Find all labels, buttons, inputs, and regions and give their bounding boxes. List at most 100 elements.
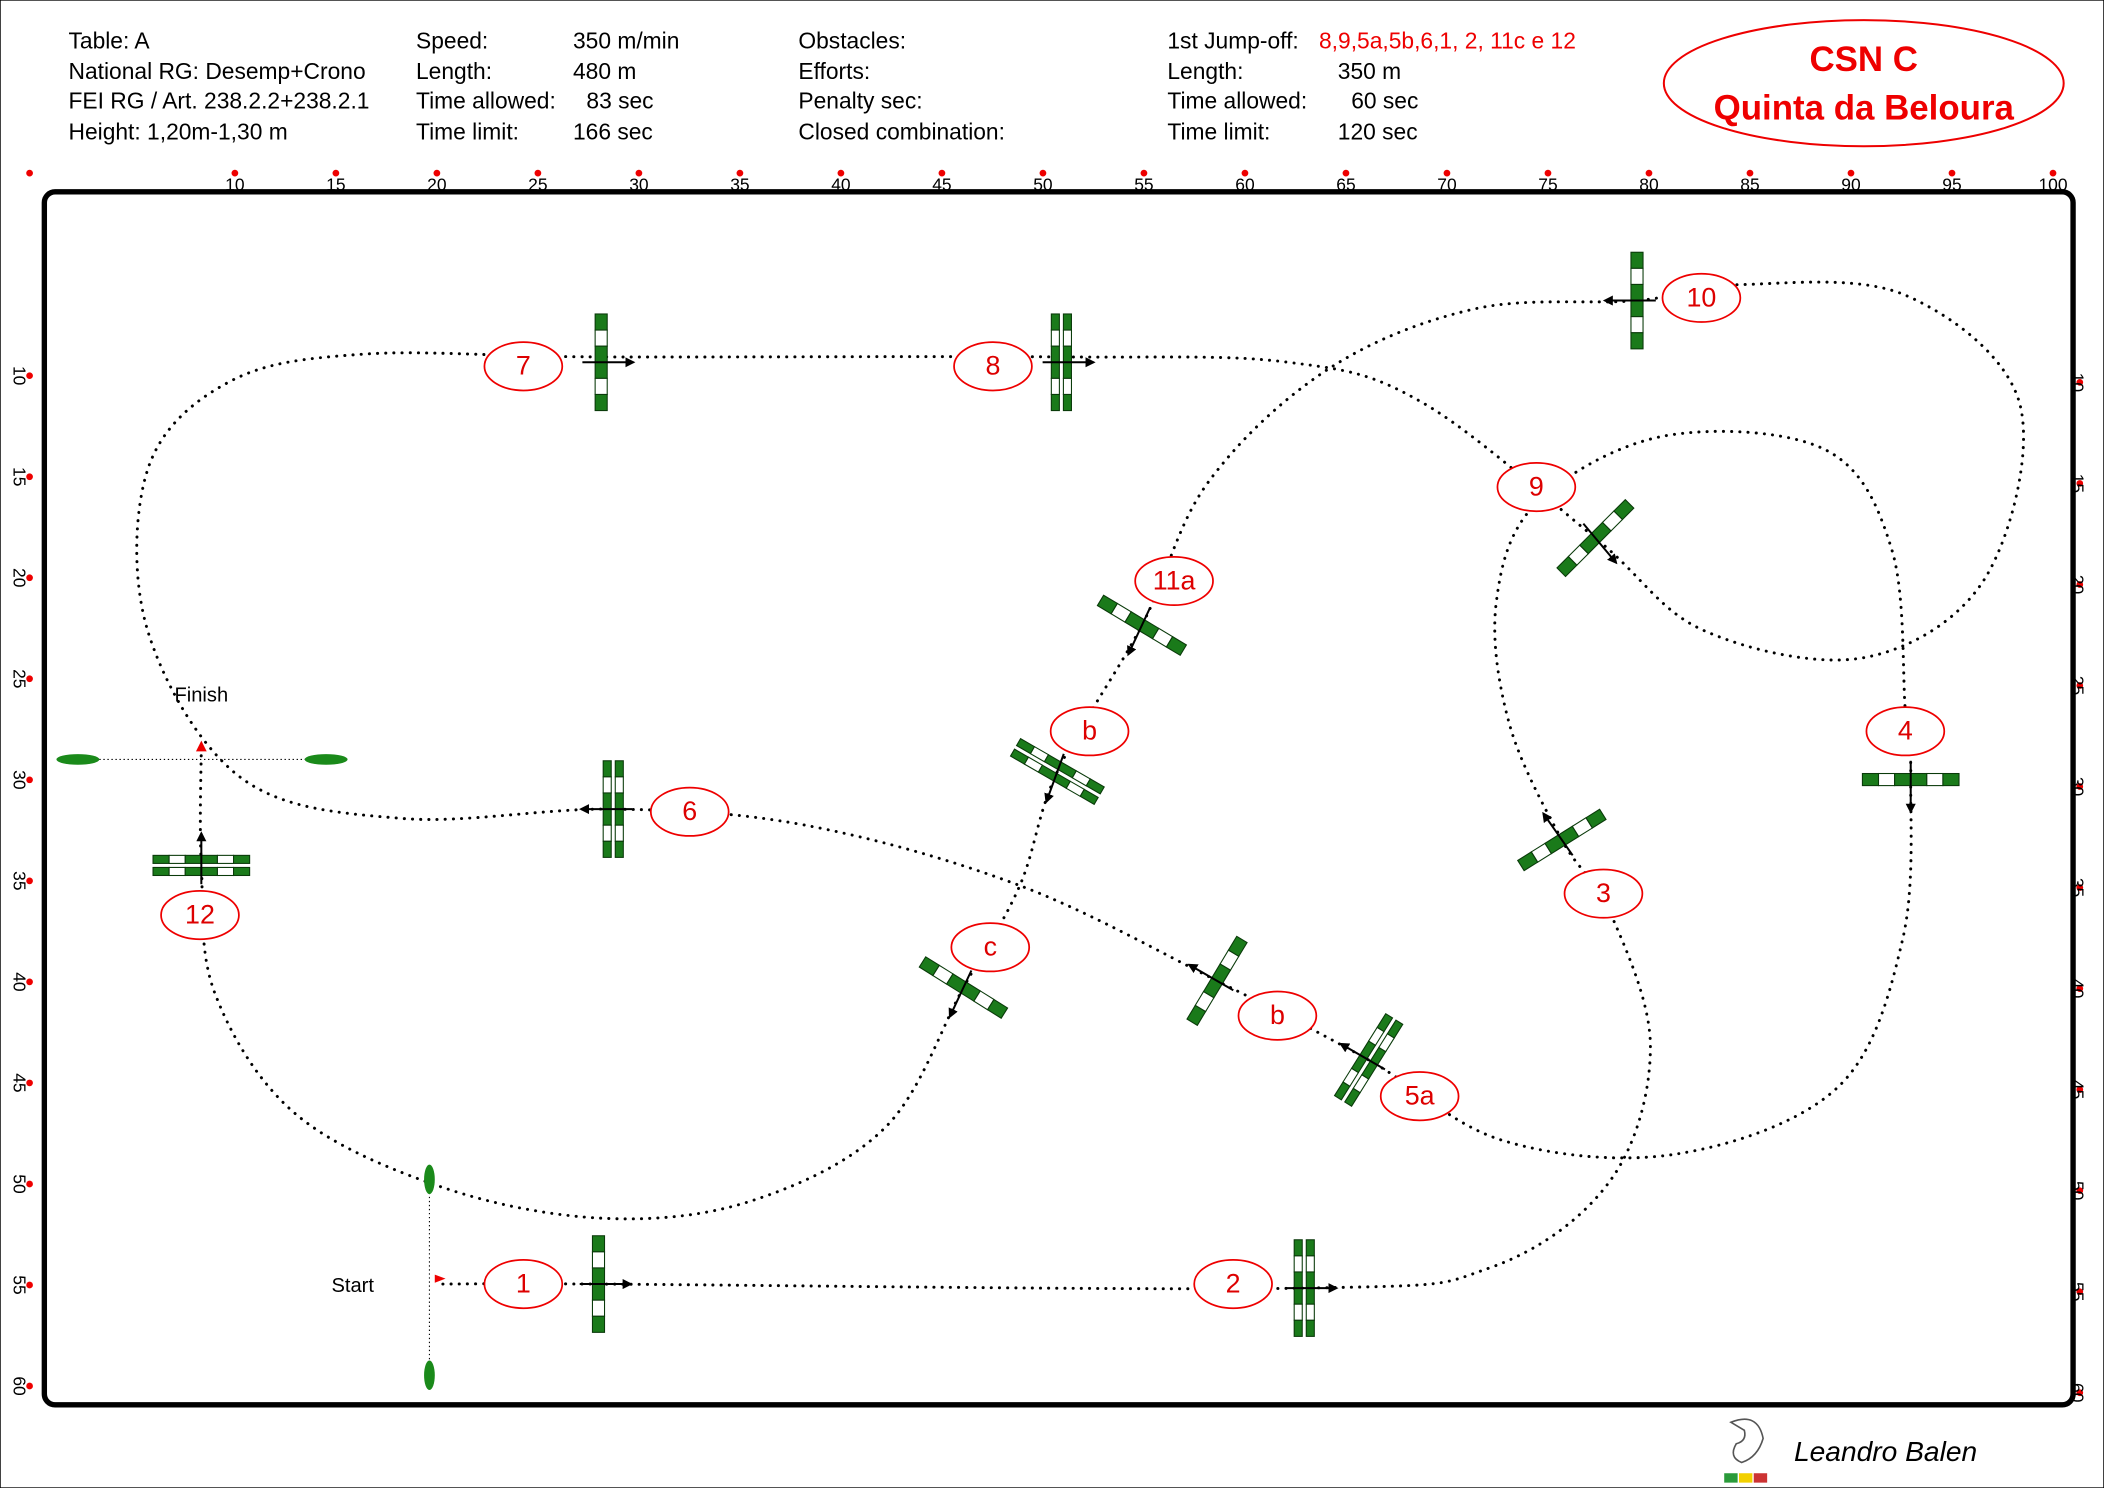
ruler-dot bbox=[26, 473, 33, 481]
ruler-label: 60 bbox=[1235, 175, 1255, 195]
ruler-dot bbox=[736, 169, 744, 177]
fence-segment bbox=[986, 998, 1009, 1019]
ruler-label: 25 bbox=[2068, 676, 2088, 695]
fence-segment bbox=[152, 854, 170, 864]
badge-line: Quinta da Beloura bbox=[1714, 88, 2015, 127]
ruler-label: 45 bbox=[932, 175, 951, 195]
ruler-label: 50 bbox=[1033, 175, 1053, 195]
ruler-label: 55 bbox=[9, 1275, 29, 1294]
ruler-dot bbox=[2076, 1086, 2084, 1093]
ruler-label: 45 bbox=[9, 1073, 29, 1092]
label: Time limit: bbox=[416, 119, 519, 145]
ruler-label: 25 bbox=[528, 175, 547, 195]
ruler-label: 40 bbox=[9, 972, 29, 992]
fence-segment bbox=[1062, 393, 1072, 412]
label: 1st Jump-off: bbox=[1167, 27, 1298, 53]
ruler-dot bbox=[1241, 169, 1249, 177]
fence-segment bbox=[614, 760, 624, 778]
ruler-dot bbox=[26, 574, 33, 582]
obstacle-number: c bbox=[984, 932, 997, 962]
fence-segment bbox=[168, 866, 186, 877]
ruler-label: 100 bbox=[2038, 175, 2067, 195]
obstacle-number: 7 bbox=[516, 351, 531, 381]
fence-segment bbox=[602, 840, 612, 858]
fence-segment bbox=[594, 393, 608, 412]
fence-segment bbox=[1165, 635, 1188, 657]
label: Time allowed: bbox=[416, 88, 556, 114]
fence-segment bbox=[1942, 772, 1960, 787]
fence-segment bbox=[1050, 329, 1060, 347]
number-ellipse bbox=[160, 890, 240, 941]
fence-segment bbox=[1305, 1319, 1315, 1337]
info: Table: A bbox=[68, 27, 150, 53]
number-ellipse bbox=[1134, 555, 1214, 607]
ruler-label: 20 bbox=[427, 175, 447, 195]
fence-segment bbox=[1305, 1239, 1315, 1257]
ruler-dot bbox=[1645, 169, 1653, 177]
obstacle-number: 8 bbox=[986, 351, 1001, 381]
ruler-dot bbox=[2076, 379, 2084, 386]
fence-segment bbox=[591, 1299, 606, 1317]
ruler-dot bbox=[433, 169, 441, 177]
ruler-label: 30 bbox=[629, 175, 649, 195]
start-line: Start bbox=[331, 1164, 446, 1391]
number-ellipse bbox=[1661, 272, 1742, 323]
fence-segment bbox=[1062, 377, 1072, 396]
number-ellipse bbox=[1496, 462, 1577, 513]
number-ellipse bbox=[649, 786, 730, 837]
ruler-dot bbox=[1140, 169, 1148, 177]
ruler-label: 50 bbox=[9, 1174, 29, 1194]
obstacle-number: 6 bbox=[682, 796, 697, 826]
ruler-dot bbox=[26, 776, 33, 784]
ruler-label: 35 bbox=[730, 175, 749, 195]
ruler-label: 35 bbox=[9, 871, 29, 890]
obstacle-number: 5a bbox=[1405, 1081, 1435, 1111]
fence-segment bbox=[216, 866, 235, 877]
number-ellipse bbox=[1049, 706, 1130, 757]
ruler-label: 55 bbox=[1134, 175, 1153, 195]
ruler-dot bbox=[1039, 169, 1047, 177]
fence-segment bbox=[591, 1315, 606, 1333]
number-ellipse bbox=[483, 341, 564, 392]
fence bbox=[1186, 935, 1248, 1027]
ruler-label: 25 bbox=[9, 669, 29, 688]
value: 480 m bbox=[573, 58, 636, 84]
ruler-dot bbox=[2076, 985, 2084, 992]
fence bbox=[1009, 737, 1105, 806]
label: Penalty sec: bbox=[798, 88, 922, 114]
fence-segment bbox=[1630, 251, 1644, 269]
label: Speed: bbox=[416, 27, 488, 53]
badge-line: CSN C bbox=[1810, 40, 1919, 79]
ruler-dot bbox=[26, 1281, 33, 1289]
fence-segment bbox=[1050, 377, 1060, 396]
number-ellipse bbox=[1865, 706, 1946, 757]
ruler-dot bbox=[1443, 169, 1451, 177]
fence-segment bbox=[1926, 772, 1944, 787]
ruler-label: 40 bbox=[831, 175, 851, 195]
value: 350 m bbox=[1338, 58, 1401, 84]
ruler-dot bbox=[26, 1382, 33, 1390]
ruler-dot bbox=[635, 169, 643, 177]
fence-segment bbox=[1085, 778, 1105, 795]
fence-segment bbox=[1305, 1255, 1315, 1273]
label: Time limit: bbox=[1167, 119, 1270, 145]
ruler-label: 75 bbox=[1538, 175, 1557, 195]
number-ellipse bbox=[953, 341, 1033, 392]
obstacle-number: 11a bbox=[1153, 565, 1196, 595]
fence-segment bbox=[1585, 808, 1607, 829]
fence-segment bbox=[614, 824, 624, 842]
badge: CSN C Quinta da Beloura bbox=[1662, 19, 2065, 148]
ruler-label: 10 bbox=[2068, 373, 2088, 393]
value: 83 sec bbox=[586, 88, 653, 114]
direction-arrow bbox=[1187, 963, 1234, 992]
ruler-dot bbox=[26, 1180, 33, 1188]
info: Height: 1,20m-1,30 m bbox=[68, 119, 287, 145]
number-ellipse bbox=[483, 1259, 564, 1310]
label: Length: bbox=[1167, 58, 1243, 84]
fence-segment bbox=[614, 840, 624, 858]
ruler-dot bbox=[2076, 480, 2084, 487]
fence-segment bbox=[1376, 1012, 1394, 1033]
start-label: Start bbox=[331, 1275, 374, 1297]
